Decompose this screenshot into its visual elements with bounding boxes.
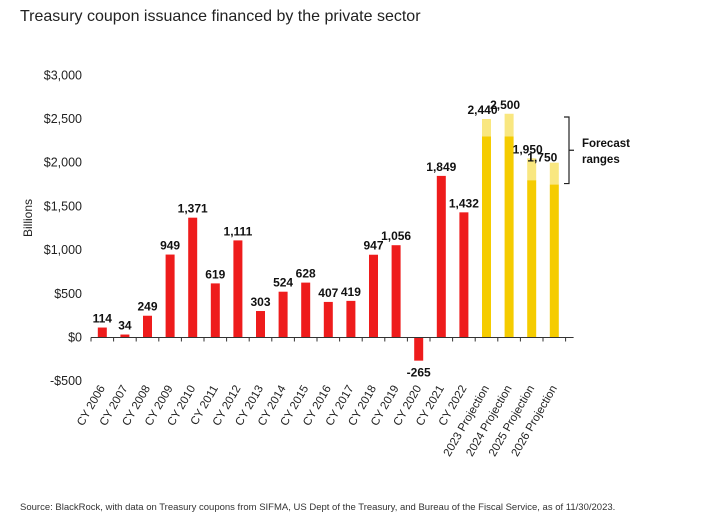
bar [436, 175, 446, 338]
bar [143, 315, 152, 338]
bar-chart: -$500 $0 $500 $1,000 $1,500 $2,000 $2,500 $3,00… [21, 68, 630, 459]
forecast-bracket [564, 116, 574, 185]
forecast-annotation: Forecast ranges [564, 116, 630, 185]
y-tick-label: $1,500 [44, 199, 82, 213]
bar [527, 180, 537, 338]
y-tick-label: $2,500 [44, 112, 82, 126]
data-label: 2,440 [467, 103, 497, 117]
y-tick-label: $1,000 [44, 243, 82, 257]
forecast-range [482, 119, 491, 137]
bar [549, 184, 559, 338]
bar [188, 217, 198, 338]
y-tick-label: $500 [54, 287, 82, 301]
bar [414, 337, 424, 361]
data-label: 628 [296, 267, 316, 281]
chart-title: Treasury coupon issuance financed by the… [20, 8, 421, 25]
data-label: 2,500 [490, 98, 520, 112]
bar [323, 301, 333, 338]
y-tick-label: $0 [68, 331, 82, 345]
data-label: 419 [341, 285, 361, 299]
forecast-annotation-line2: ranges [582, 154, 620, 166]
data-label: 949 [160, 239, 180, 253]
data-label: 1,432 [449, 196, 479, 210]
bar [459, 212, 469, 338]
bar [391, 245, 401, 338]
forecast-annotation-line1: Forecast [582, 138, 630, 150]
data-label: 34 [118, 319, 132, 333]
data-label: 303 [250, 295, 270, 309]
bar [482, 136, 491, 338]
forecast-range [549, 162, 559, 185]
data-label: 1,849 [426, 160, 456, 174]
data-label: 1,111 [224, 224, 253, 238]
source-note: Source: BlackRock, with data on Treasury… [20, 502, 616, 513]
y-axis: -$500 $0 $500 $1,000 $1,500 $2,000 $2,500 $3,00… [21, 68, 82, 388]
data-label: 947 [363, 239, 383, 253]
bar [346, 300, 356, 338]
bars [97, 113, 559, 361]
data-label: 1,750 [527, 151, 557, 165]
data-label: 114 [93, 312, 113, 326]
bar [165, 254, 175, 338]
y-tick-label: $3,000 [44, 68, 82, 82]
y-tick-label: -$500 [50, 374, 82, 388]
bar [369, 254, 378, 338]
data-label: 619 [205, 267, 225, 281]
forecast-range [504, 113, 514, 137]
data-label: 1,950 [513, 142, 543, 156]
bar [301, 282, 311, 338]
data-label: -265 [407, 366, 431, 380]
bar [210, 283, 220, 338]
data-label: 1,056 [381, 229, 411, 243]
bar [278, 291, 288, 338]
data-label: 1,371 [178, 202, 208, 216]
bar [233, 240, 243, 338]
y-tick-label: $2,000 [44, 156, 82, 170]
bar [97, 327, 107, 338]
data-label: 407 [318, 286, 338, 300]
data-label: 524 [273, 276, 293, 290]
bar [504, 136, 514, 338]
forecast-range [527, 158, 537, 181]
bar [120, 334, 130, 338]
y-axis-title: Billions [21, 199, 35, 237]
bar [256, 311, 265, 338]
data-label: 249 [137, 300, 157, 314]
